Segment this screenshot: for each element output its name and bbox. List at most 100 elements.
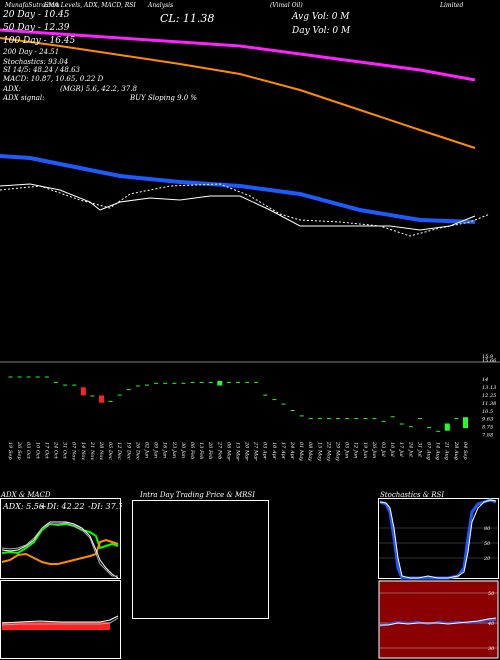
date-label: 01 May xyxy=(298,442,304,461)
candle xyxy=(317,418,322,420)
candle xyxy=(345,418,350,420)
rsi-level-label-40: 40 xyxy=(487,621,495,627)
date-label: 04 Sep xyxy=(462,442,468,460)
candle xyxy=(245,381,250,383)
adx-label: ADX: xyxy=(3,85,22,93)
candle xyxy=(208,381,213,383)
price-label: 8.75 xyxy=(482,425,493,431)
candle xyxy=(54,381,58,383)
close-price: CL: 11.38 xyxy=(160,12,215,25)
candle xyxy=(226,381,231,383)
candle xyxy=(390,416,395,418)
candle xyxy=(281,403,286,405)
price-label: 13.13 xyxy=(482,385,496,391)
candle xyxy=(290,410,295,411)
date-label: 14 Nov xyxy=(80,442,86,460)
header-company: (Vimal Oil) xyxy=(270,2,303,9)
candle xyxy=(444,423,450,431)
candle xyxy=(363,418,368,420)
rsi-level-label-30: 30 xyxy=(488,646,495,652)
avg-volume: Avg Vol: 0 M xyxy=(292,12,350,22)
date-label: 26 Jun xyxy=(371,441,377,458)
candle xyxy=(135,385,140,387)
price-label: 12.25 xyxy=(482,393,496,399)
stoch-level-label-50: 50 xyxy=(484,541,491,547)
price-label: 9.63 xyxy=(482,417,493,423)
date-label: 30 Jan xyxy=(180,442,186,458)
candle xyxy=(80,387,86,396)
candle xyxy=(454,418,459,420)
price-line xyxy=(0,183,491,237)
adx-line-2 xyxy=(1,522,118,577)
stoch-level-label-80: 80 xyxy=(484,526,491,532)
adx-macd-title: ADX & MACD xyxy=(1,491,51,499)
candle xyxy=(408,426,413,428)
macd-line xyxy=(1,615,119,624)
rsi-value: SI 14/5: 48.24 / 48.63 xyxy=(3,66,80,74)
candle xyxy=(35,376,40,378)
date-label: 19 Sep xyxy=(7,442,13,460)
candle xyxy=(44,376,49,378)
candle xyxy=(72,384,77,386)
date-label: 10 Oct xyxy=(34,442,40,460)
date-label: 28 Aug xyxy=(453,441,459,460)
adx-line xyxy=(1,521,119,579)
stochastics-value: Stochastics: 93.04 xyxy=(3,58,69,66)
candle xyxy=(8,376,13,378)
price-label: 15.9 xyxy=(482,354,494,360)
date-label: 13 Mar xyxy=(235,442,241,461)
mdi-line xyxy=(1,538,119,565)
date-label: 31 Oct xyxy=(62,442,68,460)
candle xyxy=(190,381,195,383)
date-label: 10 Jul xyxy=(389,442,395,457)
date-label: 31 Jul xyxy=(416,442,422,457)
candle xyxy=(308,418,313,420)
candle xyxy=(117,394,122,396)
date-label: 27 Mar xyxy=(253,441,259,461)
date-label: 14 Aug xyxy=(435,442,441,460)
mdi-text: -DI: 37.78 xyxy=(88,502,122,511)
date-label: 28 Nov xyxy=(98,441,104,460)
date-label: 27 Feb xyxy=(216,441,222,459)
candle xyxy=(154,382,159,384)
date-label: 24 Oct xyxy=(53,441,59,460)
adx-values: (MGR) 5.6, 42.2, 37.8 xyxy=(60,85,137,93)
adx-signal-value: BUY Sloping 9.0 % xyxy=(130,94,198,102)
price-label: 14 xyxy=(482,377,488,383)
candle xyxy=(26,376,31,378)
rsi-level-label-50: 50 xyxy=(488,591,495,597)
candle xyxy=(199,381,204,383)
date-label: 17 Jul xyxy=(398,442,404,457)
date-label: 17 Oct xyxy=(43,442,49,460)
date-label: 21 Nov xyxy=(89,441,95,460)
ema20-label: 20 Day - 10.45 xyxy=(3,10,70,20)
date-label: 05 Dec xyxy=(107,442,113,460)
stoch-d-line xyxy=(379,499,497,579)
date-label: 26 Dec xyxy=(134,441,140,460)
date-label: 22 May xyxy=(325,441,331,461)
date-label: 20 Mar xyxy=(244,441,250,461)
date-label: 13 Feb xyxy=(198,442,204,459)
price-label: 7.88 xyxy=(482,433,493,439)
adx-text: ADX: 5.56 xyxy=(2,502,44,511)
date-label: 16 Jan xyxy=(162,442,168,458)
candle xyxy=(254,381,259,383)
adx-macd-panel: ADX: 5.56 +DI: 42.22 -DI: 37.78 xyxy=(0,498,122,659)
date-label: 23 Jan xyxy=(171,441,177,458)
candle xyxy=(372,418,377,420)
candle xyxy=(163,382,168,384)
date-label: 17 Apr xyxy=(280,442,286,460)
candle xyxy=(63,384,68,386)
adx-signal-label: ADX signal: xyxy=(3,94,45,102)
price-label: 15.66 xyxy=(482,358,497,364)
candle xyxy=(99,395,104,403)
ema-line-0 xyxy=(0,28,476,82)
candle xyxy=(436,430,441,432)
candle xyxy=(418,418,422,420)
intraday-panel xyxy=(132,500,269,619)
date-label: 07 Aug xyxy=(426,442,432,460)
stoch-level-label-20: 20 xyxy=(483,556,491,562)
date-label: 03 Apr xyxy=(262,442,268,460)
candle xyxy=(145,384,149,386)
date-label: 02 Jan xyxy=(144,442,150,458)
